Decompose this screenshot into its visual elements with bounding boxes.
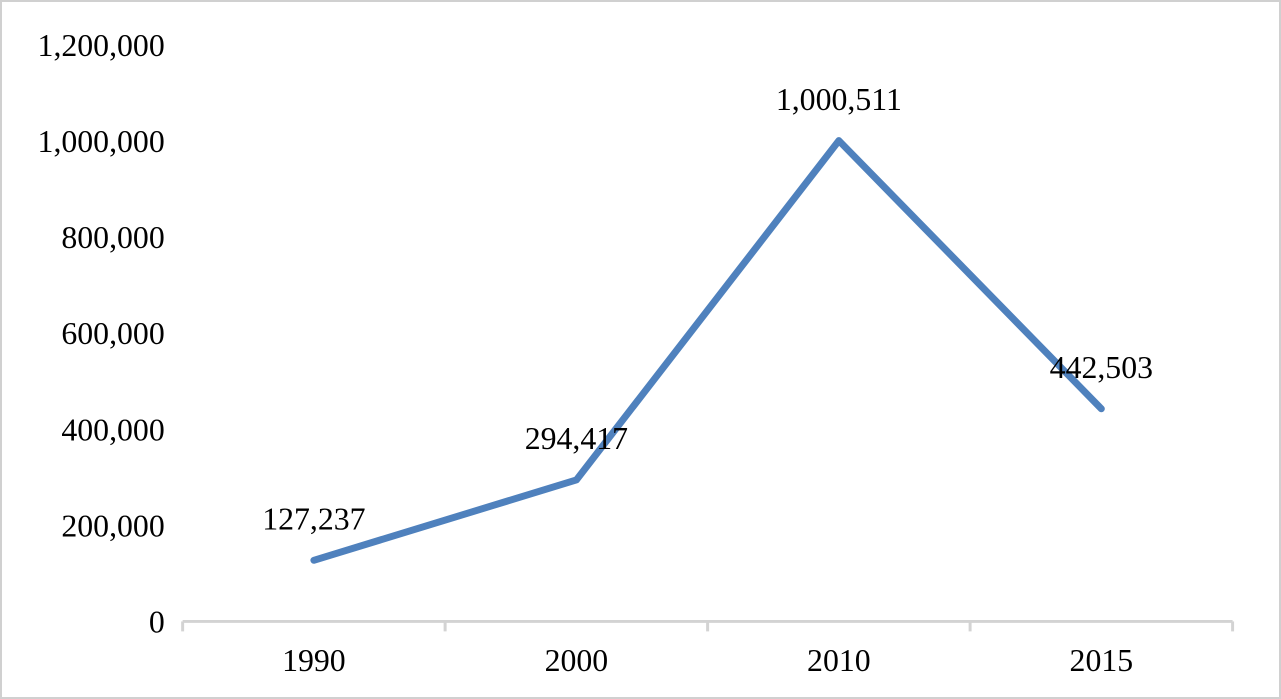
point-label: 442,503 <box>1050 350 1153 385</box>
point-label: 1,000,511 <box>776 82 902 117</box>
x-tick-label: 2000 <box>545 643 609 678</box>
y-tick-label: 1,200,000 <box>38 28 165 63</box>
series-line <box>310 137 1105 564</box>
y-tick-label: 600,000 <box>61 316 164 351</box>
point-label: 294,417 <box>525 421 628 456</box>
y-tick-label: 400,000 <box>61 412 164 447</box>
x-tick-label: 1990 <box>282 643 346 678</box>
y-tick-label: 800,000 <box>61 220 164 255</box>
y-tick-label: 1,000,000 <box>38 124 165 159</box>
x-tick-label: 2010 <box>807 643 871 678</box>
point-label: 127,237 <box>262 501 365 536</box>
y-tick-label: 0 <box>149 605 165 640</box>
y-tick-label: 200,000 <box>61 508 164 543</box>
x-tick-label: 2015 <box>1070 643 1134 678</box>
